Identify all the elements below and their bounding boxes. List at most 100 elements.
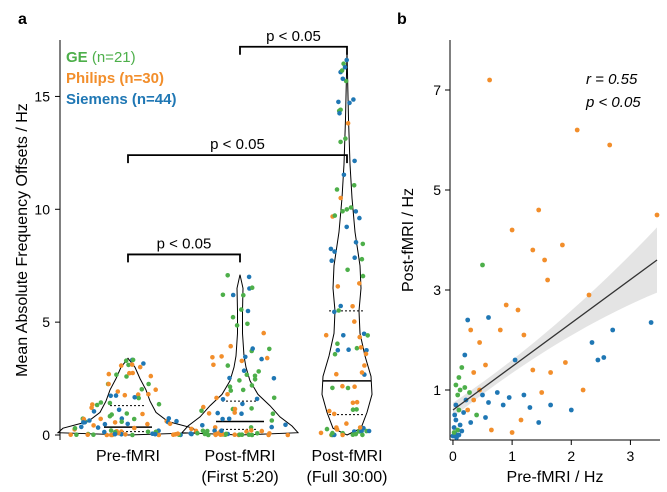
violin-point: [329, 258, 335, 264]
violin-point: [252, 377, 258, 382]
violin-point: [225, 363, 231, 368]
scatter-x-tick-label: 1: [508, 448, 516, 464]
scatter-point: [506, 395, 512, 400]
violin-point: [226, 416, 232, 422]
violin-point: [347, 100, 352, 106]
violin-point: [123, 358, 129, 364]
violin-point: [361, 331, 367, 337]
violin-point: [132, 425, 137, 431]
violin-point: [156, 401, 162, 407]
significance-label: p < 0.05: [157, 235, 212, 252]
scatter-point: [455, 392, 461, 398]
scatter-point: [580, 387, 586, 393]
violin-point: [220, 431, 225, 437]
violin-point: [357, 334, 363, 340]
scatter-chart: 0 1 2 3 1 3 5 7 Pre-fMRI / Hz Post-fMRI / Hz r…: [400, 40, 660, 486]
violin-point: [135, 392, 141, 397]
violin-point: [244, 429, 249, 434]
scatter-point: [456, 407, 462, 413]
scatter-point: [462, 385, 468, 390]
violin-point: [341, 61, 346, 66]
scatter-point: [468, 420, 474, 425]
scatter-x-tick-label: 2: [567, 448, 575, 464]
violin-point: [108, 393, 113, 399]
violin-point: [122, 392, 128, 398]
violin-y-ticks: 0 5 10 15: [34, 88, 60, 443]
scatter-point: [462, 352, 468, 358]
scatter-point: [542, 257, 547, 263]
violin-point: [249, 285, 255, 291]
violin-point: [113, 393, 119, 398]
violin-point: [363, 351, 369, 357]
violin-point: [200, 423, 205, 428]
scatter-point: [574, 127, 580, 133]
scatter-point: [601, 355, 607, 360]
violin-point: [283, 422, 288, 428]
violin-point: [354, 345, 360, 351]
violin-point: [112, 431, 118, 437]
violin-point: [108, 428, 114, 433]
violin-point: [331, 411, 337, 417]
scatter-point: [471, 370, 477, 375]
scatter-point: [487, 77, 492, 83]
violin-point: [219, 354, 224, 359]
correlation-label: r = 0.55: [586, 71, 638, 88]
violin-point: [74, 432, 79, 438]
violin-point: [249, 406, 254, 411]
scatter-x-tick-label: 3: [627, 448, 635, 464]
p-value-label: p < 0.05: [585, 94, 641, 111]
scatter-point: [545, 277, 550, 283]
violin-point: [353, 209, 359, 214]
violin-point: [245, 308, 251, 314]
violin-point: [340, 209, 345, 214]
violin-point: [146, 381, 151, 387]
violin-point: [330, 430, 335, 436]
violin-point: [89, 405, 94, 411]
scatter-point: [467, 390, 472, 395]
violin-point: [95, 425, 101, 430]
violin-point: [136, 395, 141, 401]
violin-point: [124, 411, 130, 416]
violin-point: [357, 215, 362, 221]
violin-point: [148, 373, 154, 379]
violin-point: [205, 428, 210, 434]
violin-point: [146, 391, 151, 397]
violin-point: [244, 372, 250, 378]
violin-point: [338, 139, 343, 145]
violin-y-tick-label: 10: [34, 201, 50, 217]
scatter-point: [563, 360, 568, 365]
scatter-point: [456, 375, 462, 380]
violin-point: [357, 281, 362, 286]
violin-point: [137, 364, 143, 370]
violin-point: [341, 172, 347, 178]
violin-point: [252, 373, 258, 379]
violin-point: [215, 410, 220, 416]
violin-point: [227, 384, 233, 390]
legend-entry: GE (n=21): [66, 49, 136, 66]
scatter-point: [509, 227, 515, 233]
regression-line-path: [452, 259, 658, 411]
scatter-point: [453, 382, 459, 388]
violin-point: [336, 308, 342, 313]
violin-point: [328, 246, 334, 252]
violin-y-tick-label: 0: [42, 427, 50, 443]
scatter-y-tick-label: 1: [433, 382, 441, 398]
violin-point: [223, 431, 229, 437]
violin-point: [232, 432, 237, 438]
violin-point: [153, 387, 158, 393]
scatter-point: [589, 340, 595, 345]
violin-point: [351, 183, 357, 188]
violin-category-label: Pre-fMRI: [96, 448, 160, 465]
violin-point: [106, 371, 112, 377]
violin-point: [225, 273, 230, 278]
scatter-y-tick-label: 3: [433, 282, 441, 298]
scatter-point: [461, 410, 466, 415]
violin-point: [112, 420, 118, 425]
violin-point: [334, 371, 339, 377]
scatter-point: [452, 412, 458, 418]
violin-point: [167, 421, 173, 427]
panel-label-b: b: [397, 11, 407, 28]
scatter-point: [457, 387, 463, 393]
violin-point: [340, 383, 345, 389]
violin-point: [228, 388, 234, 393]
